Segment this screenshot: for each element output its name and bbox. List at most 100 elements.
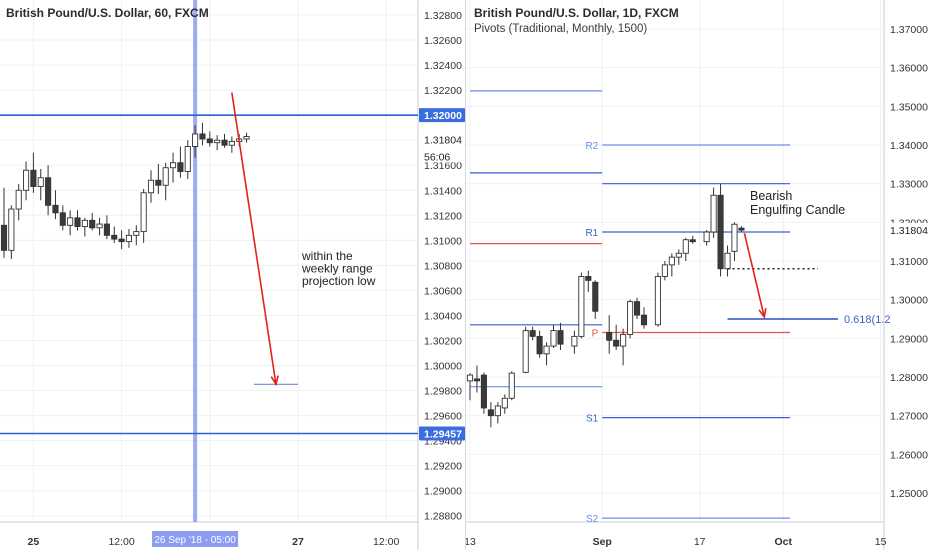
candle-body bbox=[214, 139, 221, 144]
candle[interactable] bbox=[543, 342, 550, 366]
candle-body bbox=[640, 314, 648, 326]
candle-body bbox=[228, 141, 235, 146]
candle[interactable] bbox=[557, 322, 564, 350]
candle-body bbox=[578, 276, 585, 337]
candle[interactable] bbox=[81, 217, 88, 237]
candle-body bbox=[738, 227, 745, 231]
hourly-chart-panel[interactable]: within the weekly range projection low Brit… bbox=[0, 0, 466, 550]
candle[interactable] bbox=[118, 230, 125, 250]
candle-body bbox=[103, 223, 110, 236]
candle[interactable] bbox=[30, 152, 37, 193]
candle-body bbox=[184, 146, 191, 172]
candle[interactable] bbox=[703, 230, 710, 246]
candle-body bbox=[480, 374, 487, 409]
candle[interactable] bbox=[675, 249, 682, 265]
candle[interactable] bbox=[8, 205, 15, 260]
candle[interactable] bbox=[177, 146, 184, 178]
candle[interactable] bbox=[192, 125, 199, 158]
chart-subtitle: Pivots (Traditional, Monthly, 1500) bbox=[474, 23, 647, 35]
candle[interactable] bbox=[585, 270, 592, 292]
candle[interactable] bbox=[620, 328, 627, 366]
candle[interactable] bbox=[571, 330, 578, 354]
projection-arrow-shaft[interactable] bbox=[743, 232, 766, 318]
annotation-note: Bearish bbox=[750, 189, 792, 203]
candle[interactable] bbox=[184, 140, 191, 180]
candle-body bbox=[111, 234, 118, 240]
candle[interactable] bbox=[606, 315, 613, 354]
candle[interactable] bbox=[710, 187, 717, 238]
candle-body bbox=[15, 189, 22, 210]
candle-body bbox=[501, 397, 508, 409]
candle[interactable] bbox=[466, 373, 474, 401]
candle[interactable] bbox=[738, 226, 745, 232]
candle[interactable] bbox=[74, 210, 81, 231]
candle[interactable] bbox=[140, 189, 147, 243]
candle[interactable] bbox=[494, 402, 501, 424]
candle[interactable] bbox=[199, 122, 206, 146]
candle[interactable] bbox=[155, 163, 162, 195]
candle[interactable] bbox=[578, 272, 585, 339]
candle[interactable] bbox=[508, 371, 515, 401]
candle[interactable] bbox=[45, 165, 52, 216]
candle[interactable] bbox=[487, 402, 494, 428]
candle[interactable] bbox=[501, 394, 508, 414]
candle[interactable] bbox=[89, 212, 96, 231]
projection-arrow-shaft[interactable] bbox=[231, 92, 277, 385]
candle-body bbox=[550, 330, 557, 347]
candle[interactable] bbox=[103, 215, 110, 240]
price-tick-label: 1.32600 bbox=[424, 35, 462, 47]
candle[interactable] bbox=[550, 324, 557, 348]
candle[interactable] bbox=[147, 170, 155, 203]
candle[interactable] bbox=[221, 133, 228, 148]
candle[interactable] bbox=[592, 280, 599, 319]
candle[interactable] bbox=[162, 162, 169, 201]
price-label: 56:06 bbox=[424, 151, 450, 163]
candle[interactable] bbox=[682, 237, 689, 261]
candle[interactable] bbox=[717, 183, 724, 277]
candle-body bbox=[494, 405, 501, 417]
candle[interactable] bbox=[529, 326, 536, 341]
candle-body bbox=[627, 301, 634, 335]
candle[interactable] bbox=[169, 152, 177, 183]
candle[interactable] bbox=[661, 261, 668, 281]
candle[interactable] bbox=[133, 225, 140, 246]
candle[interactable] bbox=[480, 372, 487, 414]
price-tick-label: 1.37000 bbox=[890, 24, 928, 36]
candle[interactable] bbox=[206, 131, 213, 147]
candle[interactable] bbox=[228, 136, 235, 153]
candle[interactable] bbox=[52, 190, 59, 220]
candle[interactable] bbox=[59, 205, 66, 231]
daily-chart-panel[interactable]: R2 R1 P S1 S2 0.618(1.2 Bearish Engulfing Candl… bbox=[466, 0, 932, 550]
annotation-note: Engulfing Candle bbox=[750, 203, 845, 217]
candle[interactable] bbox=[214, 135, 221, 151]
candle-body bbox=[731, 223, 738, 252]
candle[interactable] bbox=[111, 226, 118, 243]
candle[interactable] bbox=[67, 210, 74, 236]
candle[interactable] bbox=[15, 184, 22, 221]
candle[interactable] bbox=[522, 326, 529, 374]
candle[interactable] bbox=[0, 187, 8, 258]
candle[interactable] bbox=[689, 235, 696, 244]
candle[interactable] bbox=[724, 245, 731, 277]
candle-body bbox=[74, 217, 81, 228]
candle[interactable] bbox=[633, 297, 641, 319]
candle[interactable] bbox=[473, 365, 481, 393]
candle[interactable] bbox=[613, 324, 620, 350]
candle[interactable] bbox=[654, 272, 661, 327]
candle[interactable] bbox=[125, 229, 132, 248]
candle[interactable] bbox=[37, 168, 44, 201]
candle[interactable] bbox=[668, 253, 675, 277]
candle[interactable] bbox=[243, 132, 250, 143]
candle-body bbox=[613, 339, 620, 347]
candle[interactable] bbox=[640, 307, 648, 329]
candle[interactable] bbox=[536, 330, 543, 358]
candle[interactable] bbox=[627, 299, 634, 339]
candle[interactable] bbox=[96, 217, 103, 236]
time-tick-label: Oct bbox=[774, 536, 792, 548]
candle[interactable] bbox=[23, 161, 30, 201]
candle-body bbox=[52, 204, 59, 214]
candle[interactable] bbox=[731, 222, 738, 261]
candle-body bbox=[221, 139, 228, 146]
